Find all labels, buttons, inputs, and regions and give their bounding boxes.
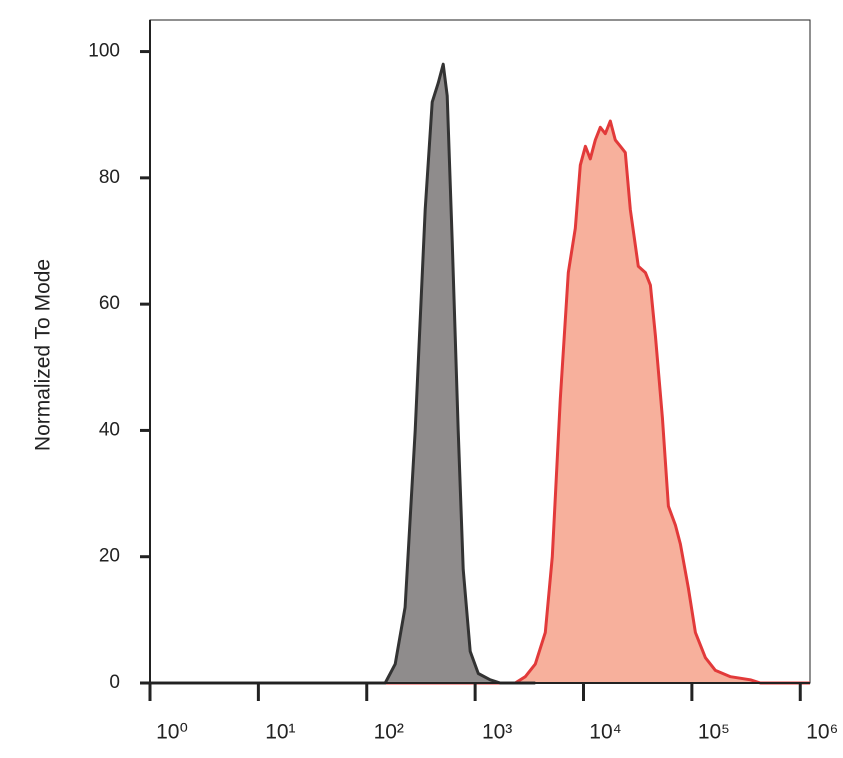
x-tick-label: 10⁰ bbox=[156, 721, 188, 744]
y-tick-label: 80 bbox=[99, 167, 120, 188]
x-tick-label: 10³ bbox=[482, 721, 512, 744]
x-tick-label: 10⁶ bbox=[806, 721, 838, 744]
y-tick-label: 40 bbox=[99, 419, 120, 440]
x-tick-label: 10⁵ bbox=[698, 721, 730, 744]
plot-frame bbox=[149, 19, 811, 684]
y-tick-label: 0 bbox=[109, 672, 120, 693]
histogram-area bbox=[150, 121, 810, 683]
y-tick-label: 60 bbox=[99, 293, 120, 314]
x-tick-label: 10¹ bbox=[265, 721, 295, 744]
x-tick-label: 10⁴ bbox=[589, 721, 621, 744]
histogram-line bbox=[150, 119, 810, 685]
histogram-area bbox=[150, 64, 536, 683]
x-tick-label: 10² bbox=[374, 721, 404, 744]
histogram-line bbox=[150, 62, 536, 685]
y-tick-label: 20 bbox=[99, 546, 120, 567]
y-axis-label: Normalized To Mode bbox=[32, 259, 55, 451]
y-tick-label: 100 bbox=[88, 41, 120, 62]
